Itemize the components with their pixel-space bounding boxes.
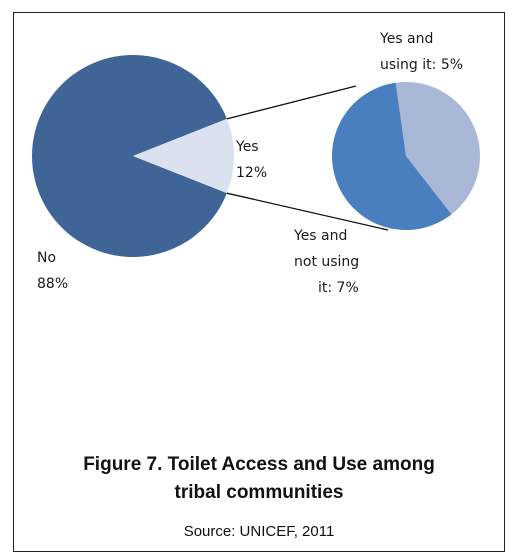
connector-line-bottom [226,192,389,231]
figure-title-line2: tribal communities [174,482,344,503]
label-using-line2: using it: 5% [380,57,463,73]
label-notusing-line1: Yes and [293,228,347,244]
pie-slice-yes-not-using [332,82,452,231]
figure-title: Figure 7. Toilet Access and Use among tr… [13,451,505,507]
figure-title-line1: Figure 7. Toilet Access and Use among [83,454,435,475]
label-no-name: No [37,250,56,266]
label-notusing-line3: it: 7% [318,280,359,296]
pie-slice-yes-using [395,82,481,215]
pie-of-pie-chart: No 88% Yes 12% Yes and using it: 5% Yes … [31,31,481,296]
label-no-percent: 88% [37,276,68,292]
label-notusing-line2: not using [294,254,359,270]
label-yes-name: Yes [235,139,259,155]
figure-source: Source: UNICEF, 2011 [183,523,335,540]
pie-slice-yes [133,118,234,194]
label-yes-percent: 12% [236,165,267,181]
label-using-line1: Yes and [379,31,433,47]
connector-line-top [226,85,357,120]
pie-slice-no [31,55,227,257]
